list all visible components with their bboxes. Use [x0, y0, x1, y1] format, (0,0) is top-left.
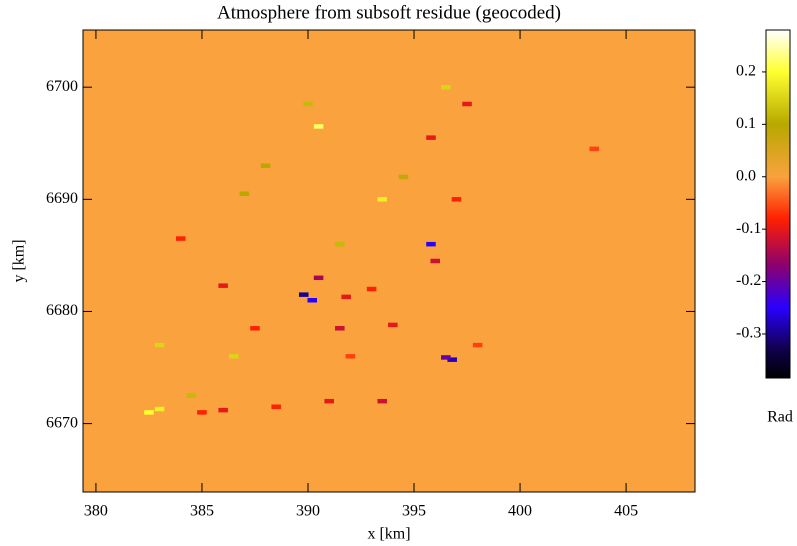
heat-cell	[589, 146, 600, 152]
heat-cell	[260, 163, 271, 168]
heat-cell	[250, 326, 260, 331]
heat-cell	[426, 135, 436, 140]
heat-cell	[229, 354, 239, 359]
heat-cell	[197, 410, 207, 415]
colorbar-tick-label: 0.2	[736, 63, 756, 80]
heat-cell	[472, 342, 483, 348]
heat-cell	[341, 294, 351, 300]
plot-background	[83, 30, 695, 492]
heat-cell	[430, 258, 440, 264]
y-axis-label: y [km]	[11, 239, 28, 282]
heat-cell	[462, 101, 472, 107]
colorbar-tick-label: -0.1	[736, 220, 761, 237]
heat-cell	[271, 404, 281, 410]
heat-cell	[377, 398, 387, 404]
heat-cell	[398, 174, 409, 180]
x-tick-label: 400	[508, 503, 532, 520]
heat-cell	[451, 197, 462, 202]
y-tick-label: 6680	[46, 302, 78, 319]
y-tick-label: 6690	[46, 190, 78, 207]
heat-cell	[186, 393, 197, 398]
chart-title: Atmosphere from subsoft residue (geocode…	[217, 2, 561, 23]
colorbar	[765, 29, 791, 379]
heat-cell	[218, 283, 228, 288]
heat-cell	[303, 101, 313, 107]
x-tick-label: 395	[402, 503, 426, 520]
y-tick-label: 6670	[46, 414, 78, 431]
heat-cell	[345, 354, 356, 359]
colorbar-tick-label: 0.0	[736, 167, 756, 184]
heat-cell	[426, 241, 436, 247]
plot-frame	[82, 29, 696, 493]
heat-cell	[388, 322, 398, 328]
heat-cell	[239, 191, 250, 196]
heat-cell	[377, 197, 387, 202]
colorbar-label: Rad	[767, 409, 793, 426]
x-tick-label: 405	[614, 503, 638, 520]
heat-cell	[335, 326, 345, 331]
heat-cell	[154, 406, 165, 412]
heat-cell	[366, 286, 377, 292]
colorbar-tick-label: -0.2	[736, 272, 761, 289]
x-tick-label: 390	[296, 503, 320, 520]
heat-cell	[307, 298, 318, 303]
heat-cell	[441, 84, 451, 90]
heat-cell	[154, 342, 165, 348]
heat-cell	[447, 357, 457, 362]
heat-cell	[298, 292, 309, 297]
heat-cell	[335, 241, 345, 247]
heat-cell	[313, 124, 324, 129]
x-tick-label: 385	[190, 503, 214, 520]
heat-cell	[218, 407, 228, 413]
colorbar-tick-label: 0.1	[736, 115, 756, 132]
y-tick-label: 6700	[46, 78, 78, 95]
heat-cell	[144, 410, 154, 415]
x-axis-label: x [km]	[367, 526, 410, 543]
x-tick-label: 380	[84, 503, 108, 520]
heat-cell	[441, 355, 451, 360]
colorbar-tick-label: -0.3	[736, 325, 761, 342]
heat-cell	[175, 236, 186, 241]
heat-cell	[324, 398, 334, 404]
heat-cell	[313, 275, 324, 281]
